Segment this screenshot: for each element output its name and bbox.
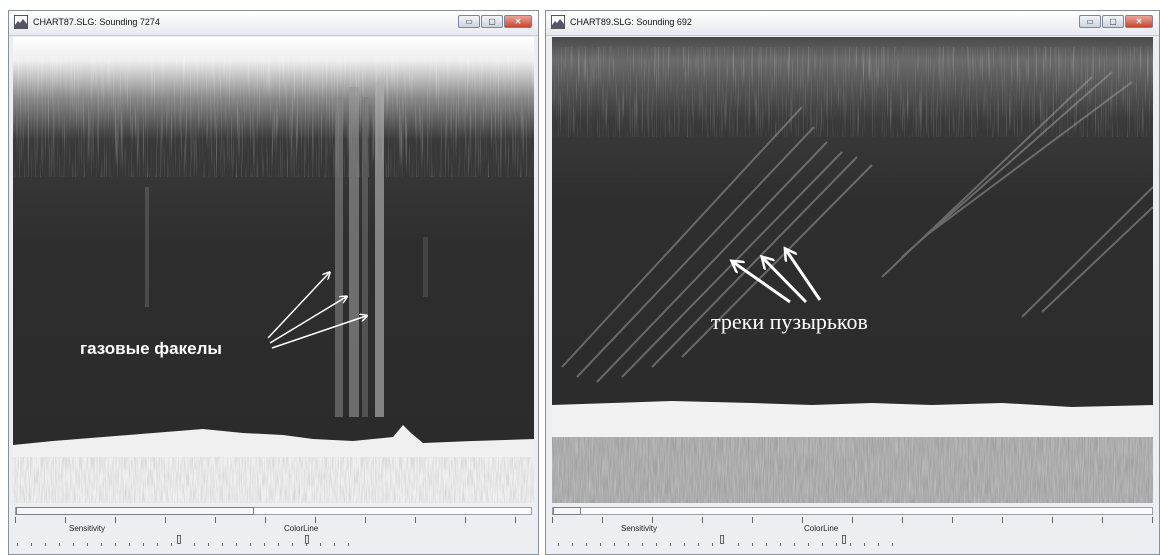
close-button[interactable]: ✕: [1125, 15, 1153, 28]
colorline-slider-thumb[interactable]: [842, 535, 846, 544]
title-bar[interactable]: CHART87.SLG: Sounding 7274 ▭ ▢ ✕: [9, 11, 538, 36]
horizontal-scrollbar[interactable]: [552, 507, 1153, 515]
sonar-app-icon: [14, 15, 28, 29]
sensitivity-slider-thumb[interactable]: [720, 535, 724, 544]
minimize-button[interactable]: ▭: [458, 15, 480, 28]
sonar-app-icon: [551, 15, 565, 29]
window-title: CHART87.SLG: Sounding 7274: [33, 17, 160, 27]
scale-ticks: [15, 517, 532, 523]
close-button[interactable]: ✕: [504, 15, 532, 28]
colorline-label: ColorLine: [284, 524, 319, 533]
bubble-tracks-annotation: треки пузырьков: [711, 309, 868, 334]
control-panel: Sensitivity ColorLine: [546, 503, 1159, 554]
echogram-view: [552, 37, 1153, 503]
scrollbar-thumb[interactable]: [553, 507, 581, 515]
sensitivity-slider-thumb[interactable]: [177, 535, 181, 544]
scrollbar-thumb[interactable]: [16, 507, 254, 515]
echogram-view: [13, 37, 534, 503]
colorline-label: ColorLine: [804, 524, 839, 533]
maximize-button[interactable]: ▢: [1102, 15, 1124, 28]
gas-flares-annotation: газовые факелы: [80, 339, 222, 358]
sensitivity-slider[interactable]: [558, 543, 720, 546]
horizontal-scrollbar[interactable]: [15, 507, 532, 515]
sonar-window-right: CHART89.SLG: Sounding 692 ▭ ▢ ✕: [545, 10, 1160, 555]
window-title: CHART89.SLG: Sounding 692: [570, 17, 692, 27]
control-panel: Sensitivity ColorLine: [9, 503, 538, 554]
colorline-slider[interactable]: [738, 543, 906, 546]
colorline-slider[interactable]: [194, 543, 356, 546]
sonar-window-left: CHART87.SLG: Sounding 7274 ▭ ▢ ✕: [8, 10, 539, 555]
scale-ticks: [552, 517, 1153, 523]
maximize-button[interactable]: ▢: [481, 15, 503, 28]
sensitivity-label: Sensitivity: [621, 524, 658, 533]
title-bar[interactable]: CHART89.SLG: Sounding 692 ▭ ▢ ✕: [546, 11, 1159, 36]
minimize-button[interactable]: ▭: [1079, 15, 1101, 28]
colorline-slider-thumb[interactable]: [305, 535, 309, 544]
sensitivity-label: Sensitivity: [69, 524, 106, 533]
sensitivity-slider[interactable]: [17, 543, 177, 546]
